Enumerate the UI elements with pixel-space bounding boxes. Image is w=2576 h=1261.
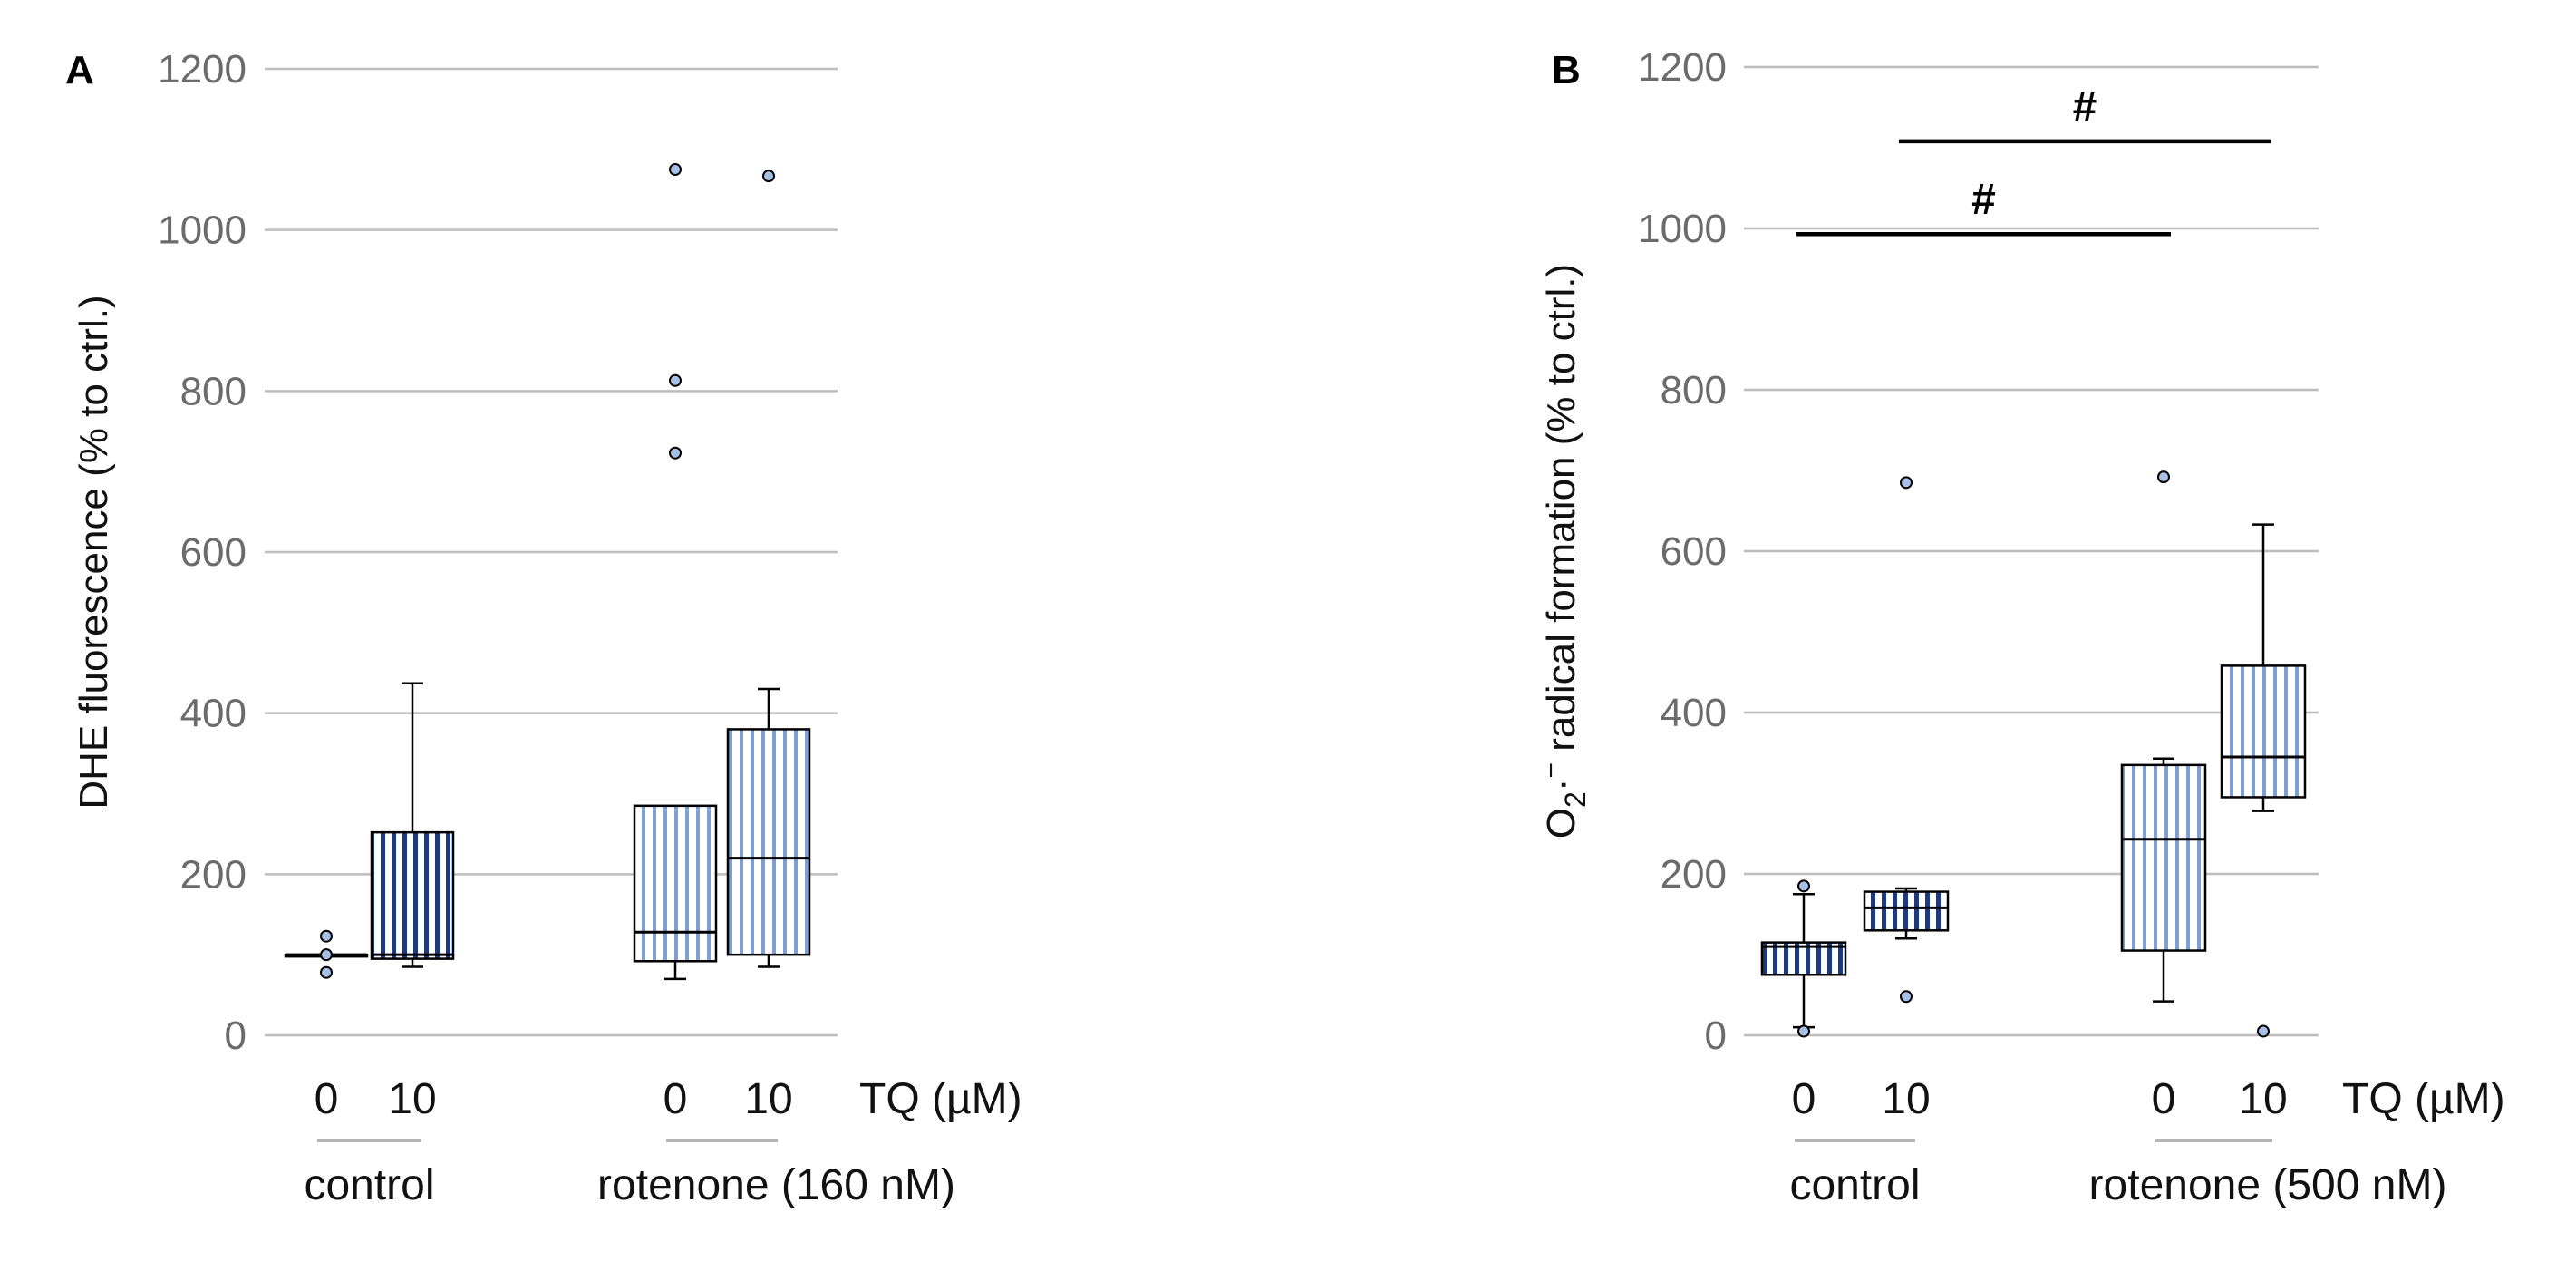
significance-marker: # [1971,176,1996,224]
y-tick-label: 600 [1661,529,1727,574]
group-label: control [1789,1161,1920,1209]
outlier-point [1797,1024,1810,1038]
outlier-point [2157,470,2170,484]
y-tick-label: 800 [180,369,247,413]
x-category-label: 10 [744,1075,792,1123]
box-body [370,830,455,960]
y-tick-label: 200 [1661,852,1727,897]
box-body [1863,890,1950,932]
group-label: rotenone (160 nM) [597,1161,955,1209]
y-tick-label: 600 [180,530,247,575]
y-tick-label: 0 [225,1014,247,1058]
box-body [633,804,718,963]
x-category-label: 0 [315,1075,339,1123]
box-control-tq-10 [370,682,455,968]
outlier-point [669,163,682,177]
y-tick-label: 200 [180,852,247,897]
box-control-tq-0 [284,929,369,979]
outlier-point [2257,1024,2270,1038]
x-unit-label: TQ (µM) [859,1075,1022,1123]
box-control-tq-10 [1863,476,1950,1004]
group-label: rotenone (500 nM) [2089,1161,2447,1209]
y-axis-label: DHE fluorescence (% to ctrl.) [72,295,116,809]
outlier-point [1900,476,1913,490]
box-control-tq-0 [1760,879,1847,1038]
box-rotenone-160-nm--tq-0 [633,163,718,981]
outlier-point [320,929,333,943]
x-category-label: 0 [663,1075,688,1123]
x-category-label: 0 [2152,1075,2176,1123]
y-tick-label: 400 [1661,691,1727,735]
y-tick-label: 1200 [1638,45,1727,90]
outlier-point [320,948,333,962]
box-rotenone-160-nm--tq-10 [726,170,811,968]
group-label: control [304,1161,434,1209]
y-axis-label-part: radical formation (% to ctrl.) [1539,264,1583,762]
box-rotenone-500-nm--tq-10 [2220,523,2307,1038]
outlier-point [669,446,682,460]
y-tick-label: 400 [180,692,247,736]
box-rotenone-500-nm--tq-0 [2120,470,2207,1003]
y-tick-label: 1200 [158,47,247,92]
outlier-point [1797,879,1810,893]
outlier-point [669,373,682,387]
outlier-point [762,170,775,183]
x-unit-label: TQ (µM) [2342,1075,2505,1123]
box-body [2120,763,2207,952]
outlier-point [1900,990,1913,1004]
x-category-label: 10 [1882,1075,1930,1123]
x-category-label: 0 [1792,1075,1816,1123]
y-axis-label: O2·− radical formation (% to ctrl.) [1536,264,1592,839]
panel-label: A [65,48,94,92]
y-tick-label: 800 [1661,368,1727,412]
y-axis-label-part: O [1539,808,1583,839]
y-tick-label: 0 [1705,1014,1727,1058]
box-body [726,728,811,956]
y-axis-label-sup: − [1536,762,1566,779]
y-tick-label: 1000 [158,209,247,253]
box-body [2220,664,2307,799]
significance-marker: # [2073,83,2097,131]
panel-label: B [1552,48,1581,92]
x-category-label: 10 [388,1075,436,1123]
x-category-label: 10 [2239,1075,2287,1123]
y-axis-label-sub: 2 [1559,791,1592,808]
y-axis-label-part: · [1539,779,1583,792]
y-tick-label: 1000 [1638,207,1727,251]
outlier-point [320,965,333,979]
